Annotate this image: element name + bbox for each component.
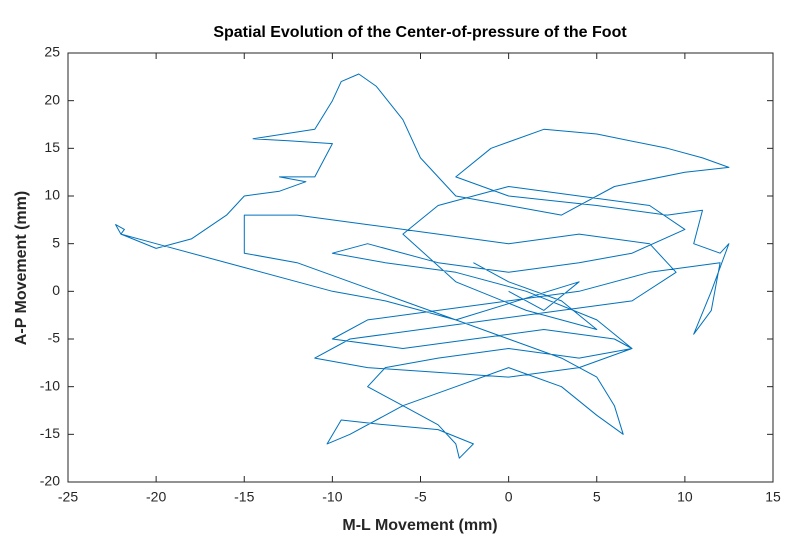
x-tick-label: -15	[234, 489, 254, 505]
y-tick-label: -5	[48, 330, 61, 346]
y-tick-label: 20	[44, 91, 60, 107]
x-axis-label: M-L Movement (mm)	[342, 517, 497, 534]
x-tick-label: 10	[677, 489, 693, 505]
x-tick-label: -20	[146, 489, 166, 505]
x-tick-label: -10	[322, 489, 342, 505]
chart-title: Spatial Evolution of the Center-of-press…	[213, 24, 627, 41]
x-tick-label: -25	[58, 489, 78, 505]
x-tick-label: 15	[765, 489, 781, 505]
y-tick-label: -15	[40, 425, 60, 441]
y-tick-label: 25	[44, 44, 60, 60]
trajectory-line	[115, 73, 730, 459]
y-tick-label: -20	[40, 473, 60, 489]
y-tick-label: 0	[52, 282, 60, 298]
x-tick-label: -5	[414, 489, 427, 505]
y-tick-label: 10	[44, 187, 60, 203]
y-tick-label: 15	[44, 139, 60, 155]
y-axis-label: A-P Movement (mm)	[13, 191, 30, 345]
y-tick-label: -10	[40, 377, 60, 393]
y-tick-label: 5	[52, 234, 60, 250]
x-tick-label: 5	[593, 489, 601, 505]
x-tick-label: 0	[505, 489, 513, 505]
plot-frame	[67, 52, 774, 483]
